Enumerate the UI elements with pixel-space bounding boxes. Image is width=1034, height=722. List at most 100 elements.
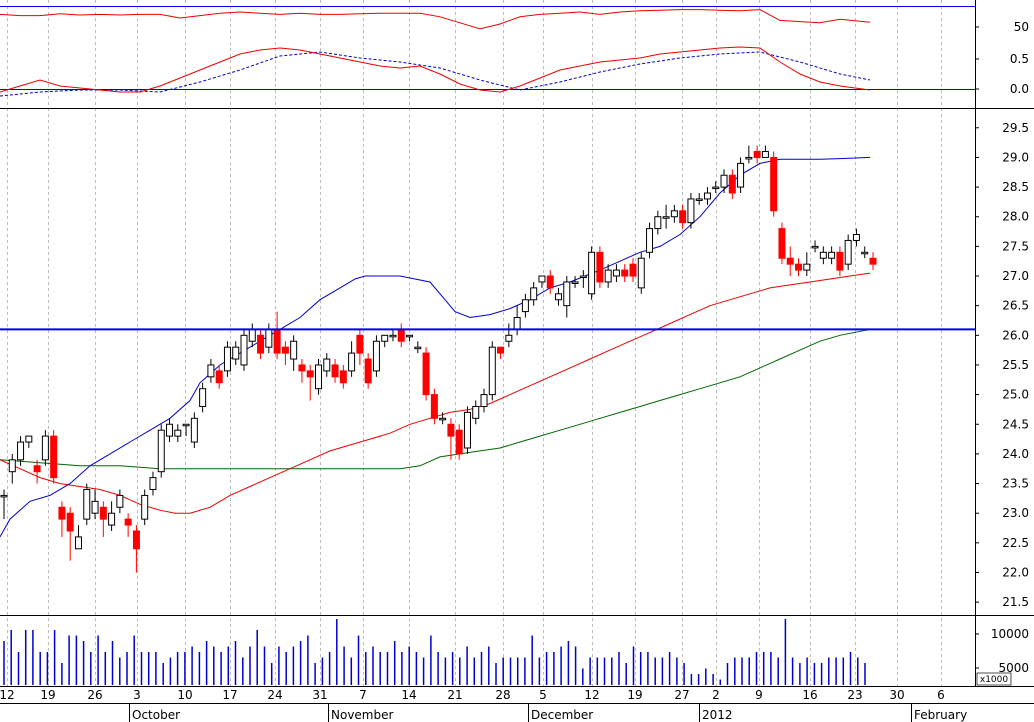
candle [803, 252, 811, 277]
candle [836, 246, 844, 277]
candle-body [199, 388, 207, 407]
candle [215, 364, 223, 389]
candle-body [745, 156, 753, 160]
candle [588, 246, 596, 300]
candle-body [795, 263, 803, 271]
candle [695, 193, 703, 205]
candle [58, 501, 66, 537]
candle [538, 275, 546, 288]
candle [662, 204, 670, 229]
candle-body [83, 488, 91, 520]
candle [17, 436, 25, 466]
date-tick-label: 21 [447, 688, 462, 702]
candle-body [472, 405, 480, 419]
price-tick-label: 22.0 [1002, 565, 1029, 579]
month-label: 2012 [702, 708, 733, 722]
candle-body [463, 411, 471, 449]
candle [33, 459, 41, 484]
price-tick-label: 21.5 [1002, 595, 1029, 609]
date-tick-label: 26 [87, 688, 102, 702]
candle [414, 341, 422, 354]
month-label: December [531, 708, 593, 722]
candle-body [141, 494, 149, 520]
candle [497, 346, 505, 360]
date-tick-label: 7 [359, 688, 367, 702]
candle [108, 501, 116, 531]
candle-body [753, 151, 761, 158]
candle [753, 145, 761, 164]
candle [786, 246, 794, 277]
candle [687, 193, 695, 229]
candle-body [447, 423, 455, 437]
price-tick-label: 22.5 [1002, 536, 1029, 550]
candle [281, 341, 289, 365]
candle [232, 341, 240, 365]
candle [555, 287, 563, 306]
candle [463, 406, 471, 454]
indicator-oscillator-line [0, 9, 871, 30]
date-tick-label: 31 [312, 688, 327, 702]
candle-body [579, 275, 587, 279]
candle-body [770, 156, 778, 212]
candle-body [149, 477, 157, 490]
price-tick-label: 25.5 [1002, 358, 1029, 372]
candle-body [703, 192, 711, 200]
candle-body [720, 174, 728, 188]
candle-body [50, 435, 58, 479]
candle [66, 507, 74, 561]
price-tick-label: 28.0 [1002, 210, 1029, 224]
candle [8, 453, 16, 484]
candle [149, 471, 157, 496]
candle-body [389, 334, 397, 338]
candle-body [414, 346, 422, 350]
candle-body [604, 269, 612, 283]
candle [132, 525, 140, 573]
candle [306, 364, 314, 401]
candle [91, 489, 99, 520]
candle [50, 430, 58, 484]
month-label: November [331, 708, 393, 722]
ma-slow-line [0, 328, 871, 470]
candle-body [166, 423, 174, 437]
month-label: October [132, 708, 180, 722]
candle [703, 187, 711, 205]
date-tick-label: 17 [222, 688, 237, 702]
candle [0, 489, 8, 520]
candle [406, 334, 414, 342]
candle-body [861, 251, 869, 255]
candle [422, 347, 430, 401]
candle [339, 364, 347, 389]
price-panel [0, 108, 975, 616]
candle-body [273, 328, 281, 354]
candle-body [25, 435, 33, 443]
candle-body [290, 340, 298, 360]
candle-body [654, 216, 662, 230]
date-tick-label: 19 [627, 688, 642, 702]
candle [571, 276, 579, 288]
date-tick-label: 10 [177, 688, 192, 702]
candle [166, 418, 174, 443]
candle [124, 513, 132, 537]
candle-body [339, 370, 347, 384]
candle-body [8, 459, 16, 473]
candle [157, 424, 165, 478]
volume-bars [3, 619, 866, 685]
price-tick-label: 24.5 [1002, 417, 1029, 431]
candle-body [761, 151, 769, 158]
candle-body [58, 506, 66, 520]
price-tick-label: 29.5 [1002, 121, 1029, 135]
candle [472, 400, 480, 425]
candle-body [331, 364, 339, 378]
candle-body [571, 281, 579, 284]
candle-body [488, 346, 496, 396]
candle-body [257, 334, 265, 354]
date-tick-label: 16 [802, 688, 817, 702]
volume-unit-label: x1000 [980, 675, 1009, 685]
candle-body [41, 435, 49, 461]
candle-body [621, 269, 629, 277]
candle-body [74, 536, 82, 550]
candle-body [232, 346, 240, 360]
candle [182, 423, 190, 437]
candle-body [497, 346, 505, 354]
